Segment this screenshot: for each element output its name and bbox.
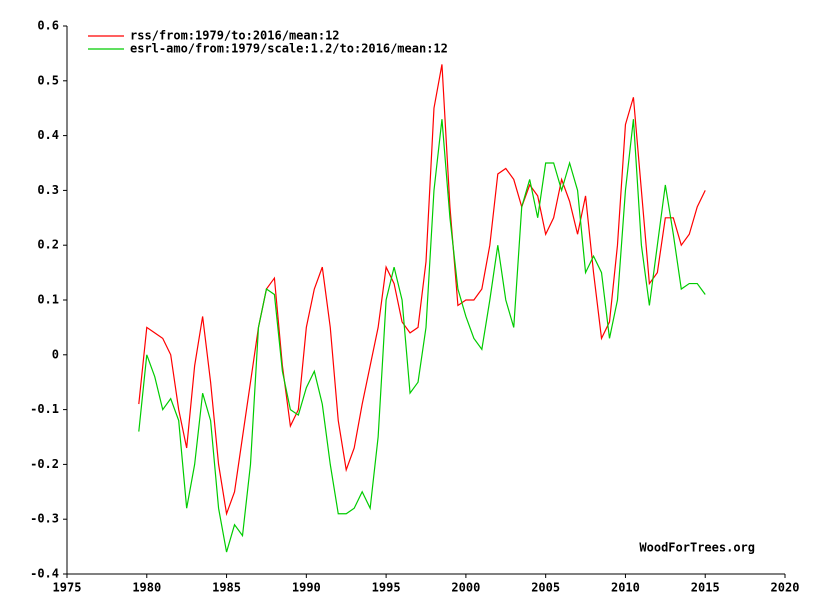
y-tick-label: -0.3 (30, 512, 59, 526)
y-tick-label: 0.3 (37, 183, 59, 197)
legend-label: esrl-amo/from:1979/scale:1.2/to:2016/mea… (130, 42, 448, 56)
x-tick-label: 2000 (451, 581, 480, 595)
x-tick-label: 1995 (372, 581, 401, 595)
y-tick-label: 0.1 (37, 293, 59, 307)
y-tick-label: 0 (52, 347, 59, 361)
y-tick-label: 0.2 (37, 238, 59, 252)
x-tick-label: 1980 (132, 581, 161, 595)
y-tick-label: -0.1 (30, 402, 59, 416)
x-tick-label: 1975 (53, 581, 82, 595)
data-line (138, 64, 706, 517)
y-tick-label: 0.4 (37, 128, 59, 142)
y-tick-label: 0.6 (37, 19, 59, 33)
x-tick-label: 1985 (212, 581, 241, 595)
x-tick-label: 2010 (611, 581, 640, 595)
x-tick-label: 2015 (691, 581, 720, 595)
y-tick-label: 0.5 (37, 73, 59, 87)
x-tick-label: 2020 (771, 581, 800, 595)
data-line (138, 119, 706, 553)
x-tick-label: 2005 (531, 581, 560, 595)
y-tick-label: -0.4 (30, 567, 59, 581)
legend-label: rss/from:1979/to:2016/mean:12 (130, 29, 340, 43)
watermark: WoodForTrees.org (639, 541, 755, 555)
x-tick-label: 1990 (292, 581, 321, 595)
y-tick-label: -0.2 (30, 457, 59, 471)
